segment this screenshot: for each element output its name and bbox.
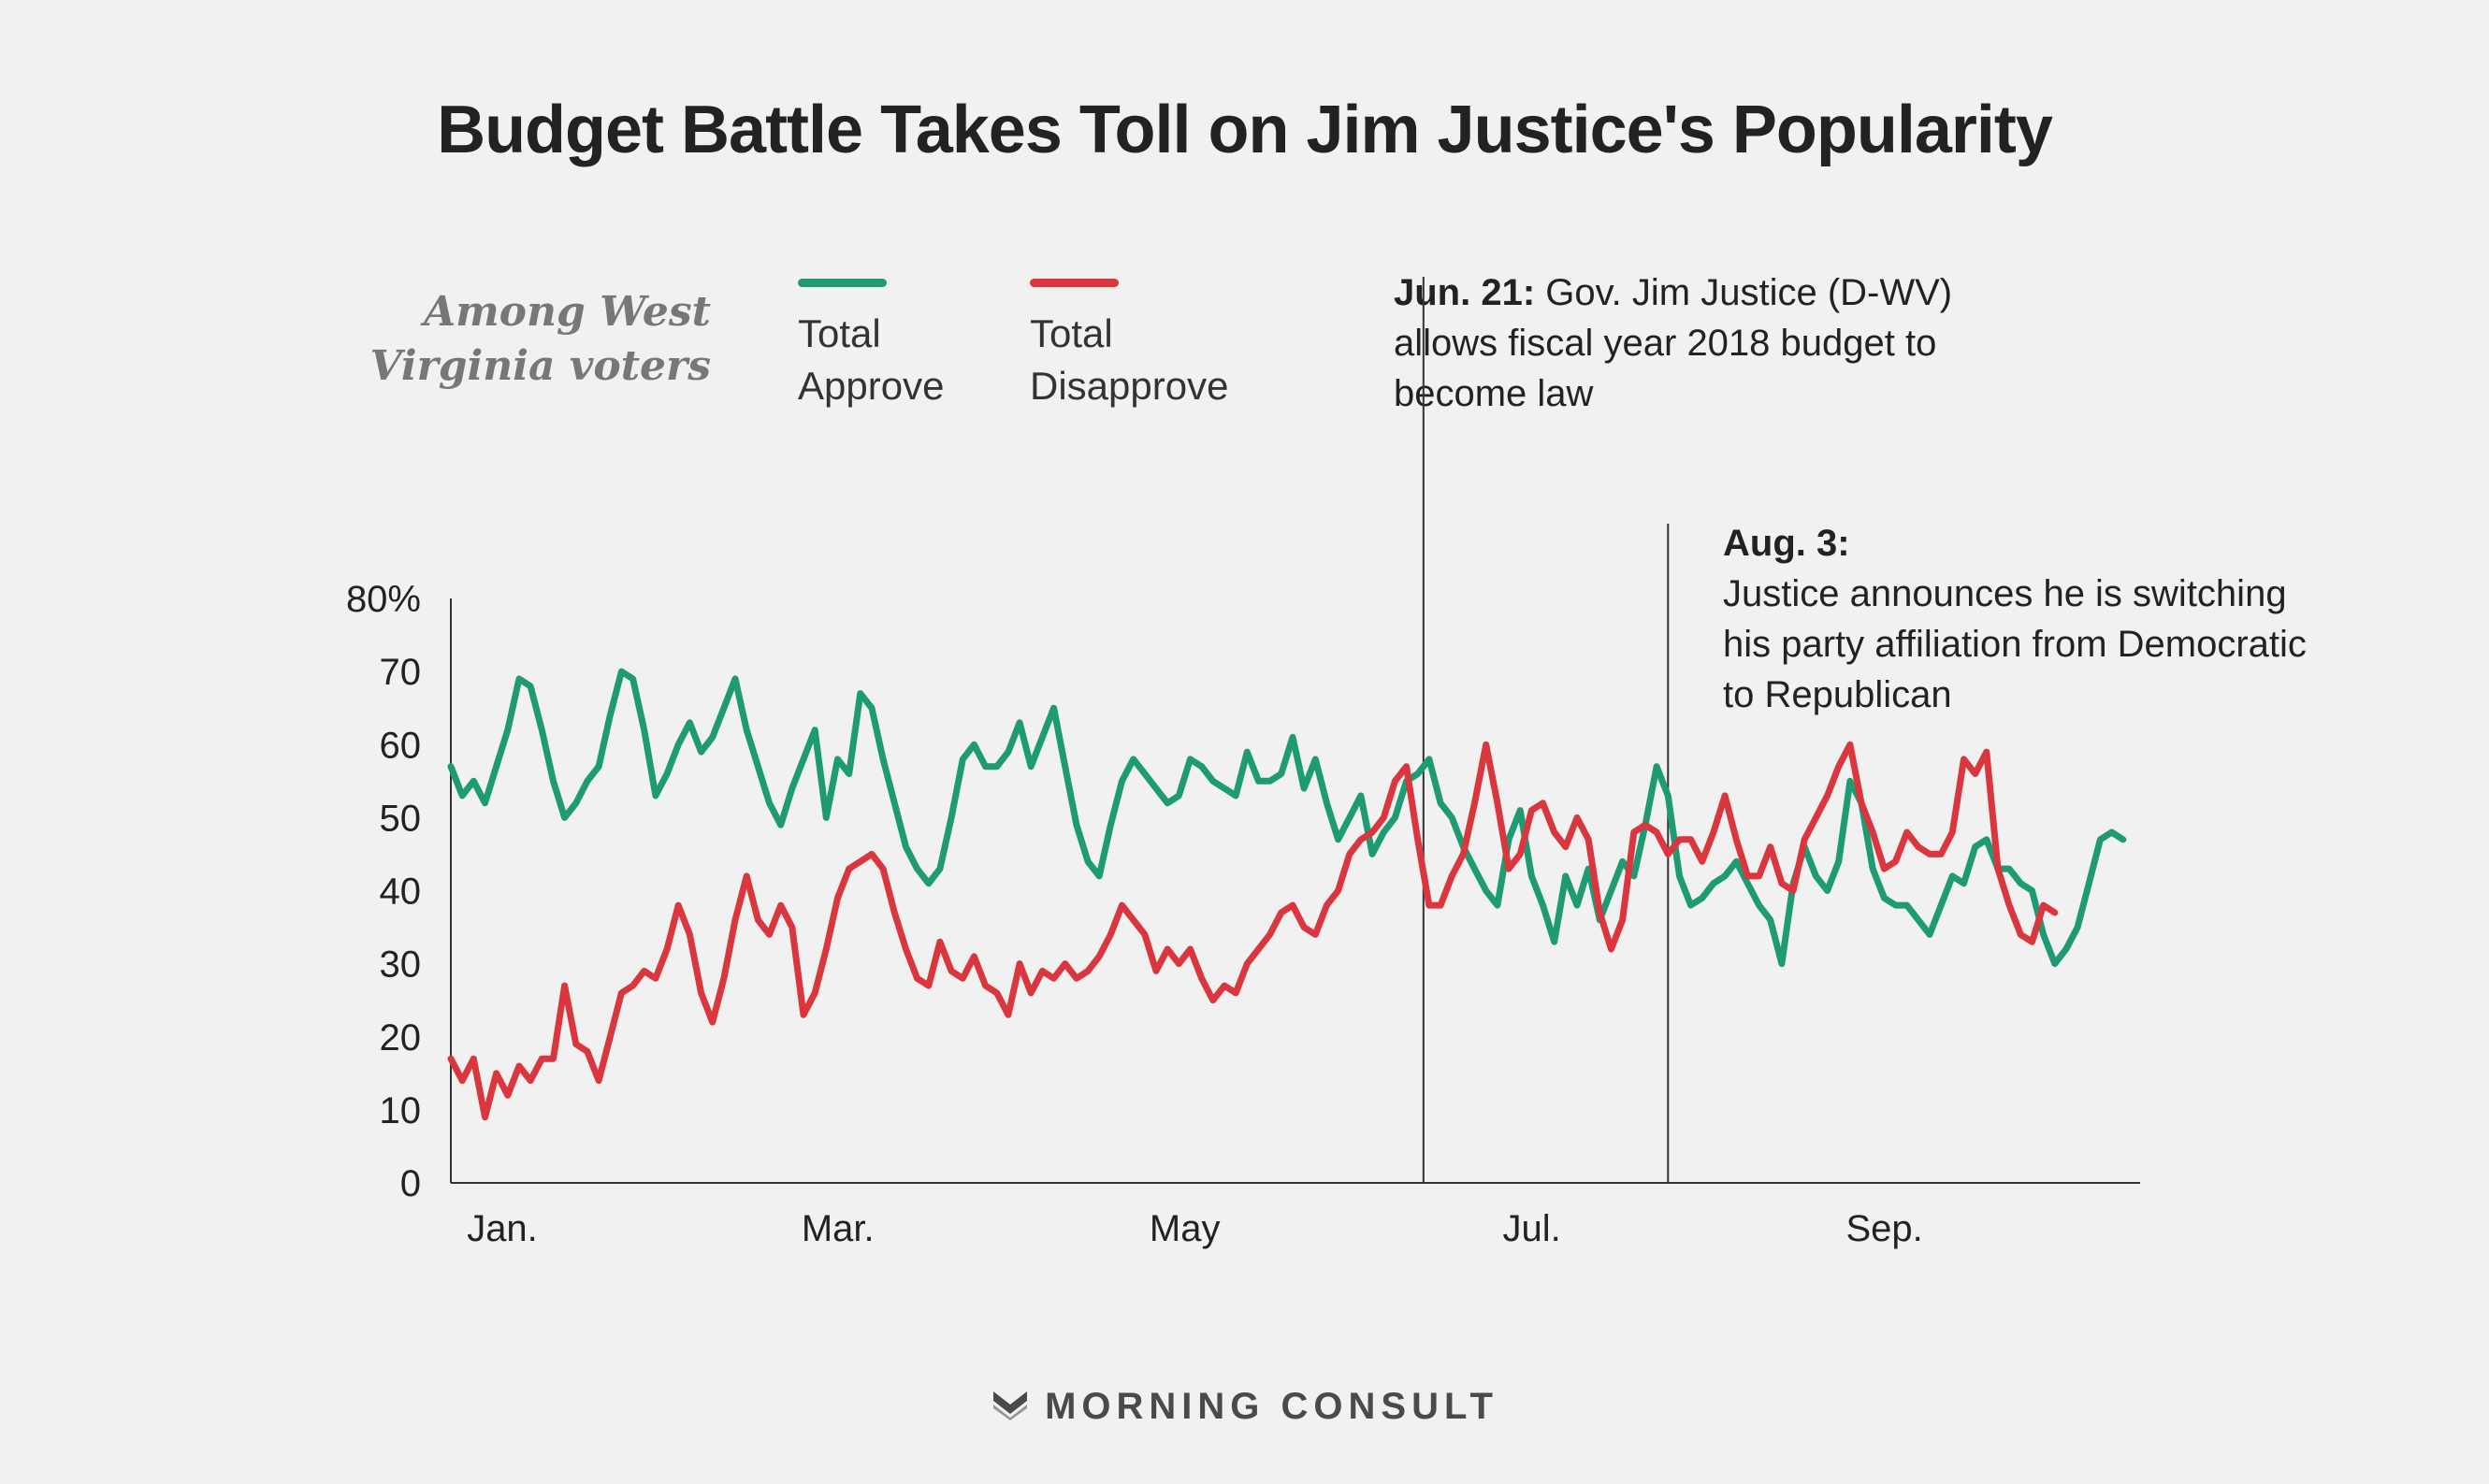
annotation-jun21-text: Gov. Jim Justice (D-WV) allows fiscal ye… (1394, 272, 1953, 414)
y-tick-label: 80% (346, 579, 421, 620)
y-tick-label: 60 (380, 725, 422, 766)
y-tick-label: 50 (380, 798, 422, 839)
series-line-disapprove (447, 741, 2059, 1121)
footer: MORNING CONSULT (0, 1386, 2489, 1430)
annotation-aug3-text: Justice announces he is switching his pa… (1723, 573, 2307, 715)
chart-title: Budget Battle Takes Toll on Jim Justice'… (437, 93, 2053, 167)
chart-subtitle: Among West Virginia voters (243, 285, 711, 394)
y-tick-label: 70 (380, 652, 422, 693)
x-tick-label: Jan. (467, 1208, 538, 1249)
x-tick-label: Mar. (802, 1208, 875, 1249)
x-tick-label: May (1150, 1208, 1221, 1249)
footer-brand: MORNING CONSULT (1045, 1386, 1498, 1427)
annotation-aug3-date: Aug. 3: (1723, 523, 1850, 564)
legend-label-approve: Total Approve (798, 311, 945, 408)
legend-item-approve: Total Approve (798, 279, 944, 412)
y-tick-label: 20 (380, 1017, 422, 1059)
y-tick-label: 0 (400, 1163, 421, 1204)
legend-swatch-approve (798, 279, 887, 287)
subtitle-text: Among West Virginia voters (369, 288, 711, 390)
y-tick-label: 10 (380, 1090, 422, 1131)
legend-label-disapprove: Total Disapprove (1030, 311, 1229, 408)
x-tick-label: Jul. (1503, 1208, 1561, 1249)
annotation-jun21-date: Jun. 21: (1394, 272, 1536, 313)
morning-consult-logo-icon (991, 1388, 1030, 1430)
legend-swatch-disapprove (1030, 279, 1119, 287)
y-tick-label: 40 (380, 872, 422, 913)
series-line-approve (447, 668, 2127, 968)
annotation-aug3: Aug. 3: Justice announces he is switchin… (1723, 518, 2322, 720)
annotation-jun21: Jun. 21: Gov. Jim Justice (D-WV) allows … (1394, 267, 1974, 419)
x-tick-label: Sep. (1845, 1208, 1922, 1249)
y-tick-label: 30 (380, 944, 422, 986)
legend-item-disapprove: Total Disapprove (1030, 279, 1228, 412)
